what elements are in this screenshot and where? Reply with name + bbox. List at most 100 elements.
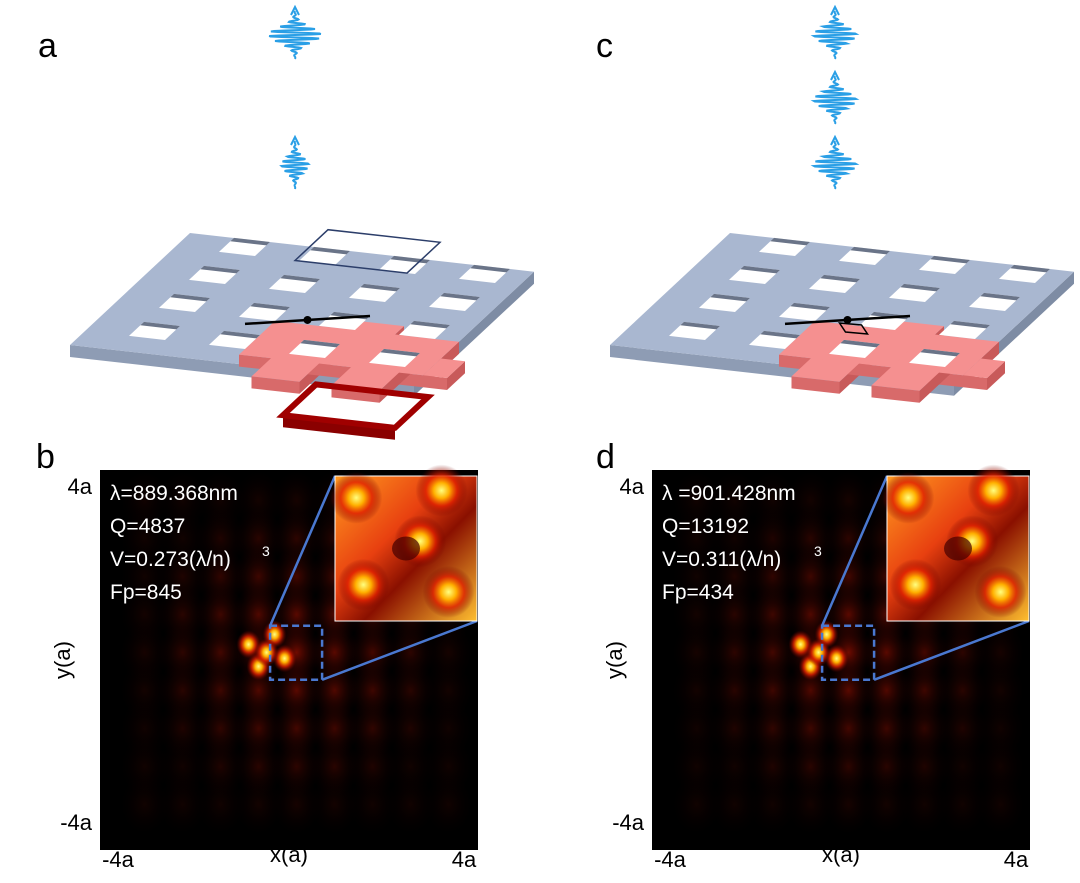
wave-packet bbox=[268, 10, 322, 60]
wave-packet bbox=[279, 140, 311, 190]
field-lobe bbox=[938, 774, 987, 835]
annotation-superscript: 3 bbox=[814, 543, 822, 559]
inset-hotspot bbox=[974, 566, 1027, 618]
inset-hotspot bbox=[422, 566, 475, 618]
wave-arrow bbox=[830, 134, 840, 146]
inset-hotspot bbox=[882, 471, 935, 524]
hole-wall bbox=[900, 283, 940, 292]
hole-wall bbox=[220, 330, 260, 339]
defect-side bbox=[871, 385, 920, 403]
unit-cell bbox=[293, 228, 442, 274]
field-lobe bbox=[310, 774, 359, 835]
field-lobe bbox=[386, 774, 435, 835]
zoom-line bbox=[873, 619, 1030, 681]
arrow-center bbox=[303, 315, 312, 324]
panel-label: a bbox=[38, 27, 57, 65]
x-axis-label: x(a) bbox=[270, 842, 308, 867]
annotation: V=0.311(λ/n) bbox=[662, 548, 781, 571]
y-tick-label: -4a bbox=[612, 810, 645, 835]
wave-arrow bbox=[830, 4, 840, 16]
hole-wall bbox=[710, 293, 750, 302]
inset-hotspot bbox=[330, 471, 383, 524]
x-tick-label: 4a bbox=[1004, 847, 1029, 872]
hole-wall bbox=[950, 320, 990, 329]
hole-wall bbox=[1010, 264, 1050, 273]
field-lobe bbox=[272, 774, 321, 835]
zoom-line bbox=[268, 475, 337, 627]
inset-node bbox=[392, 536, 420, 561]
field-lobe bbox=[748, 774, 797, 835]
wave-arrow bbox=[830, 69, 840, 81]
wave-packet bbox=[810, 75, 860, 125]
wave-arrow bbox=[290, 134, 300, 146]
field-hotspot bbox=[806, 638, 831, 667]
annotation-superscript: 3 bbox=[262, 543, 270, 559]
defect-side bbox=[423, 375, 447, 390]
annotation: Q=4837 bbox=[110, 515, 185, 538]
unit-cell bbox=[838, 322, 869, 335]
field-lobe bbox=[824, 774, 873, 835]
wave-packet bbox=[810, 10, 860, 60]
hole-wall bbox=[360, 283, 400, 292]
annotation: Fp=845 bbox=[110, 581, 182, 604]
field-lobe bbox=[862, 774, 911, 835]
inset-hotspot bbox=[337, 558, 390, 611]
field-lobe bbox=[900, 774, 949, 835]
field-lobe bbox=[786, 774, 835, 835]
annotation: λ =901.428nm bbox=[662, 482, 796, 505]
hole-wall bbox=[140, 321, 180, 330]
hole-wall bbox=[230, 237, 270, 246]
zoom-box bbox=[820, 624, 876, 682]
x-tick-label: -4a bbox=[102, 847, 135, 872]
hole-wall bbox=[300, 339, 340, 348]
shifted-top bbox=[276, 381, 435, 431]
hole-wall bbox=[840, 339, 880, 348]
hole-wall bbox=[760, 330, 800, 339]
hole-wall bbox=[770, 237, 810, 246]
field-hotspot bbox=[272, 644, 297, 673]
field-hotspot bbox=[824, 644, 849, 673]
defect-side bbox=[251, 376, 300, 394]
y-axis-label: y(a) bbox=[602, 641, 627, 679]
panel-label: b bbox=[36, 438, 55, 476]
zoom-line bbox=[321, 619, 478, 681]
hole-wall bbox=[980, 292, 1020, 301]
hole-wall bbox=[920, 348, 960, 357]
inset-node bbox=[944, 536, 972, 561]
field-lobe bbox=[976, 774, 1025, 835]
slab-side bbox=[610, 345, 954, 396]
hole-wall bbox=[200, 265, 240, 274]
wave-arrow bbox=[290, 4, 300, 16]
defect-top bbox=[963, 358, 1005, 378]
field-lobe bbox=[158, 774, 207, 835]
defect-top bbox=[423, 358, 465, 378]
inset-hotspot bbox=[889, 558, 942, 611]
x-tick-label: -4a bbox=[654, 847, 687, 872]
hole-wall bbox=[820, 274, 860, 283]
annotation: V=0.273(λ/n) bbox=[110, 548, 231, 571]
hole-wall bbox=[170, 293, 210, 302]
defect-side bbox=[447, 361, 465, 390]
hole-wall bbox=[740, 265, 780, 274]
hole-wall bbox=[850, 246, 890, 255]
field-lobe bbox=[348, 774, 397, 835]
arrow-center bbox=[843, 315, 852, 324]
annotation: Q=13192 bbox=[662, 515, 749, 538]
hole-wall bbox=[280, 274, 320, 283]
annotation: λ=889.368nm bbox=[110, 482, 238, 505]
annotation: Fp=434 bbox=[662, 581, 734, 604]
field-lobe bbox=[120, 774, 169, 835]
hole-wall bbox=[380, 348, 420, 357]
panel-label: d bbox=[596, 438, 615, 476]
hole-wall bbox=[410, 320, 450, 329]
defect-side bbox=[791, 376, 840, 394]
hole-wall bbox=[790, 302, 830, 311]
zoom-box bbox=[268, 624, 324, 682]
x-tick-label: 4a bbox=[452, 847, 477, 872]
hole-wall bbox=[680, 321, 720, 330]
hole-wall bbox=[310, 246, 350, 255]
defect-side bbox=[987, 361, 1005, 390]
defect-side bbox=[963, 375, 987, 390]
inset-hotspot bbox=[967, 464, 1020, 517]
